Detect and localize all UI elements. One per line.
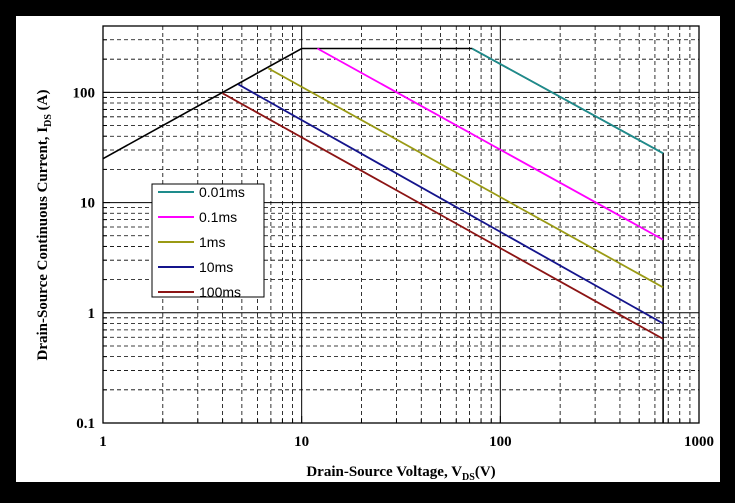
legend-box [151,183,265,298]
y-tick-label: 10 [80,196,95,212]
series-line-0-01ms [471,47,664,155]
x-tick-label: 1 [99,434,107,450]
series-line-10ms [237,83,664,325]
legend-label: 0.1ms [199,209,237,225]
legend-label: 10ms [199,259,233,275]
legend-label: 100ms [199,284,241,300]
y-axis-title: Drain-Source Continuous Current, IDS (A) [35,89,54,360]
series-line-100ms [222,92,664,340]
series-line-1ms [267,67,664,289]
x-tick-label: 100 [489,434,512,450]
x-tick-label: 10 [294,434,309,450]
y-tick-label: 0.1 [76,416,95,432]
x-axis-title: Drain-Source Voltage, VDS(V) [306,464,495,483]
legend: 0.01ms 0.1ms 1ms 10ms 100ms [151,183,265,300]
y-tick-label: 1 [88,306,96,322]
y-tick-label: 100 [73,85,96,101]
x-tick-label: 1000 [684,434,714,450]
plot-lines [102,47,664,423]
plot-area-border [102,25,700,424]
series-line-0-1ms [316,47,664,241]
legend-label: 0.01ms [199,184,245,200]
chart-background [16,16,720,482]
legend-label: 1ms [199,234,225,250]
